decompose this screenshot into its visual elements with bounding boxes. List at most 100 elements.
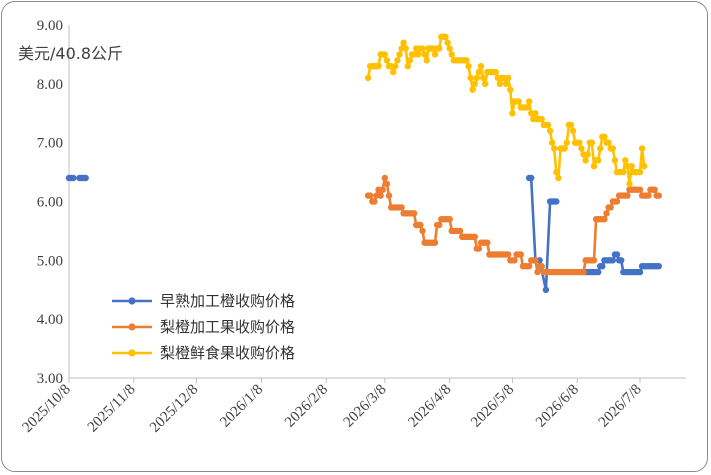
x-tick-label: 2026/3/8 <box>341 382 390 431</box>
data-point <box>517 251 524 258</box>
data-point <box>484 239 491 246</box>
data-point <box>446 45 453 52</box>
data-point <box>442 33 449 40</box>
data-point <box>383 57 391 64</box>
data-point <box>406 57 414 64</box>
data-point <box>505 74 512 82</box>
data-point <box>394 57 401 64</box>
data-point <box>580 268 587 276</box>
data-point <box>479 74 487 82</box>
data-point <box>371 198 378 205</box>
data-point <box>597 145 604 152</box>
data-point <box>404 62 411 70</box>
data-point <box>475 245 483 252</box>
data-point <box>463 57 470 64</box>
x-tick-label: 2026/6/8 <box>533 382 582 431</box>
data-point <box>473 74 480 82</box>
data-point <box>595 157 602 164</box>
data-point <box>599 263 606 270</box>
legend-label: 梨橙加工果收购价格 <box>160 318 295 336</box>
data-point <box>448 51 455 58</box>
data-point <box>383 180 391 188</box>
data-point <box>548 139 556 146</box>
data-point <box>511 257 518 264</box>
data-point <box>622 157 629 164</box>
series-2 <box>364 174 662 276</box>
legend-label: 早熟加工橙收购价格 <box>160 292 295 310</box>
data-point <box>576 139 583 146</box>
data-point <box>398 204 405 211</box>
data-point <box>456 227 464 235</box>
unit-label: 美元/40.8公斤 <box>18 44 123 63</box>
series-1 <box>65 174 662 293</box>
data-point <box>402 45 409 52</box>
data-point <box>528 174 535 182</box>
data-point <box>482 80 489 88</box>
data-point <box>613 198 621 205</box>
series-3 <box>364 33 648 188</box>
data-point <box>636 186 644 193</box>
y-axis: 3.00 4.00 5.00 6.00 7.00 8.00 9.00 <box>37 18 70 387</box>
data-point <box>613 251 621 258</box>
legend-label: 梨橙鲜食果收购价格 <box>160 344 295 362</box>
data-point <box>538 115 545 123</box>
y-tick-label: 3.00 <box>37 371 63 387</box>
data-point <box>465 62 472 70</box>
data-point <box>477 62 485 70</box>
data-point <box>628 163 635 170</box>
data-point <box>620 168 627 176</box>
data-point <box>544 121 552 129</box>
data-point <box>444 39 451 46</box>
y-tick-label: 6.00 <box>37 195 63 211</box>
data-point <box>436 45 443 52</box>
data-point <box>601 216 608 223</box>
x-tick-label: 2025/11/8 <box>85 382 139 436</box>
data-point <box>436 221 443 229</box>
y-tick-label: 5.00 <box>37 253 63 269</box>
data-point <box>601 133 608 140</box>
data-point <box>618 257 625 264</box>
data-point <box>509 110 516 117</box>
data-point <box>396 51 403 58</box>
data-point <box>467 74 474 82</box>
data-point <box>567 121 575 129</box>
data-point <box>525 263 533 270</box>
data-point <box>641 163 648 170</box>
data-point <box>584 151 591 158</box>
data-point <box>534 268 541 276</box>
data-point <box>392 62 399 70</box>
data-point <box>410 210 418 217</box>
x-axis: 2025/10/8 2025/11/8 2025/12/8 2026/1/8 2026/… <box>19 377 686 436</box>
data-point <box>515 98 522 105</box>
data-point <box>546 127 554 135</box>
data-point <box>82 174 89 182</box>
data-point <box>590 163 598 170</box>
data-point <box>367 192 374 199</box>
data-point <box>569 127 577 135</box>
data-point <box>379 186 386 193</box>
data-point <box>553 168 560 176</box>
data-point <box>381 174 388 182</box>
data-point <box>423 57 430 64</box>
data-point <box>595 268 602 276</box>
y-tick-label: 4.00 <box>37 312 63 328</box>
series-layer <box>65 33 662 293</box>
data-point <box>605 139 612 146</box>
data-point <box>609 257 616 264</box>
data-point <box>555 174 562 182</box>
data-point <box>475 68 483 76</box>
data-point <box>542 286 550 293</box>
y-tick-label: 9.00 <box>37 18 63 34</box>
data-point <box>655 192 662 199</box>
data-point <box>471 233 478 240</box>
data-point <box>492 68 499 76</box>
data-point <box>421 51 428 58</box>
data-point <box>415 51 422 58</box>
x-tick-label: 2026/7/8 <box>596 382 645 431</box>
data-point <box>502 80 510 88</box>
data-point <box>603 210 610 217</box>
data-point <box>390 68 397 76</box>
data-point <box>638 145 646 152</box>
data-point <box>651 186 658 193</box>
